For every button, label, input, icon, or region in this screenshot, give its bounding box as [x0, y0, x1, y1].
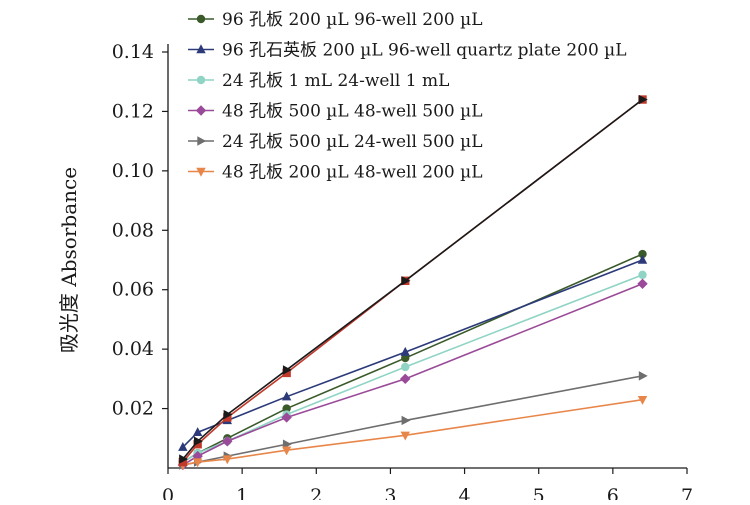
data-point [281, 391, 292, 401]
x-tick-label: 1 [236, 485, 248, 500]
data-point [178, 442, 188, 451]
series-4 [177, 278, 648, 471]
y-tick-label: 0.08 [112, 219, 154, 241]
x-tick-label: 7 [681, 485, 693, 500]
legend-swatch-marker [196, 167, 206, 177]
data-point [282, 404, 291, 413]
data-point [193, 436, 203, 446]
data-point [638, 94, 648, 105]
data-point [401, 353, 410, 363]
data-point [223, 409, 233, 420]
data-point [192, 427, 203, 437]
data-point [282, 368, 291, 378]
data-point [281, 446, 292, 456]
legend-label: 24 孔板 500 µL 24-well 500 µL [222, 132, 483, 152]
series-3 [178, 270, 647, 467]
labels-layer: 0.02 0.04 0.06 0.08 0.10 0.12 0.14 0 1 2 3 4 5 6 7 吸光度 … [57, 41, 693, 505]
legend-label: 96 孔板 200 µL 96-well 200 µL [222, 10, 483, 30]
legend-item: 24 孔板 1 mL 24-well 1 mL [188, 71, 449, 91]
data-point [222, 455, 233, 465]
legend-swatch-marker [196, 75, 206, 85]
data-point [400, 373, 411, 385]
legend-swatch-marker [196, 44, 206, 54]
legend-label: 48 孔板 500 µL 48-well 500 µL [222, 102, 483, 122]
data-point [400, 431, 410, 441]
data-point [178, 457, 188, 467]
legend-swatch-marker [197, 136, 207, 146]
data-point [401, 362, 410, 372]
y-axis-title: 吸光度 Absorbance [57, 167, 81, 353]
series-8 [179, 94, 648, 464]
legend-item: 24 孔板 500 µL 24-well 500 µL [188, 132, 483, 152]
y-tick-label: 0.06 [112, 279, 154, 301]
legend-item: 48 孔板 200 µL 48-well 200 µL [188, 163, 483, 183]
data-point [193, 440, 202, 449]
data-point [638, 371, 648, 381]
axes-layer [162, 44, 688, 474]
legend-swatch-marker [196, 14, 206, 24]
legend-label: 96 孔石英板 200 µL 96-well quartz plate 200 … [222, 41, 627, 61]
data-point [638, 270, 647, 280]
data-point [400, 346, 410, 356]
legend: 96 孔板 200 µL 96-well 200 µL 96 孔石英板 200 µ… [188, 10, 627, 183]
legend-item: 96 孔板 200 µL 96-well 200 µL [188, 10, 483, 30]
legend-item: 48 孔板 500 µL 48-well 500 µL [188, 102, 483, 122]
y-tick-label: 0.12 [112, 100, 154, 122]
series-8-line [182, 98, 643, 460]
y-tick-label: 0.04 [112, 338, 154, 360]
legend-item: 96 孔石英板 200 µL 96-well quartz plate 200 … [188, 41, 627, 61]
series-2 [178, 254, 648, 451]
data-point [401, 276, 411, 286]
data-point [637, 278, 648, 289]
data-point [637, 254, 648, 264]
series-7-line [182, 98, 643, 463]
x-tick-label: 4 [459, 485, 471, 500]
y-tick-label: 0.10 [112, 160, 154, 182]
y-tick-label: 0.02 [112, 398, 154, 420]
x-tick-label: 0 [162, 485, 174, 500]
x-tick-label: 3 [384, 485, 396, 500]
data-point [637, 395, 648, 405]
x-tick-label: 5 [533, 485, 545, 500]
y-tick-label: 0.14 [112, 41, 154, 63]
data-point [179, 454, 189, 464]
series-4-line [182, 283, 643, 466]
data-point [192, 458, 203, 468]
data-point [282, 365, 292, 375]
x-tick-label: 2 [310, 485, 322, 500]
series-5 [179, 371, 648, 470]
data-point [281, 412, 292, 423]
data-point [638, 249, 647, 259]
series-layer [177, 94, 648, 471]
data-point [401, 415, 411, 426]
series-5-line [182, 375, 643, 466]
legend-swatch-marker [195, 105, 207, 116]
x-tick-label: 6 [607, 485, 619, 500]
data-point [223, 413, 232, 422]
legend-label: 48 孔板 200 µL 48-well 200 µL [222, 163, 483, 183]
legend-label: 24 孔板 1 mL 24-well 1 mL [222, 71, 449, 91]
data-point [222, 436, 233, 447]
series-6-line [182, 398, 643, 466]
